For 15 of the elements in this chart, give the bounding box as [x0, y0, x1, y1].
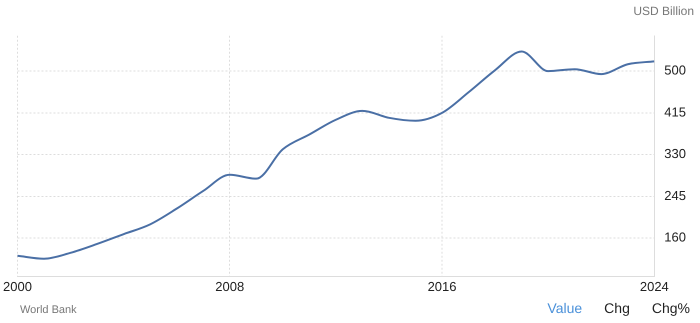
y-axis-title: USD Billion: [633, 4, 694, 18]
y-tick-label: 245: [664, 188, 686, 203]
text: World Bank: [20, 304, 77, 316]
y-tick-label: 160: [664, 230, 686, 245]
text: Chg: [604, 300, 630, 316]
y-tick-label: 500: [664, 62, 686, 78]
text: Chg%: [652, 300, 690, 316]
y-tick-label: 415: [664, 104, 686, 120]
y-tick-label: 330: [664, 146, 686, 162]
x-tick-label: 2000: [3, 278, 32, 294]
x-tick-label: 2024: [640, 278, 669, 294]
x-tick-label: 2008: [215, 278, 244, 294]
text: Value: [547, 300, 582, 316]
line-series: [17, 50, 654, 260]
x-tick-label: 2016: [428, 278, 456, 294]
